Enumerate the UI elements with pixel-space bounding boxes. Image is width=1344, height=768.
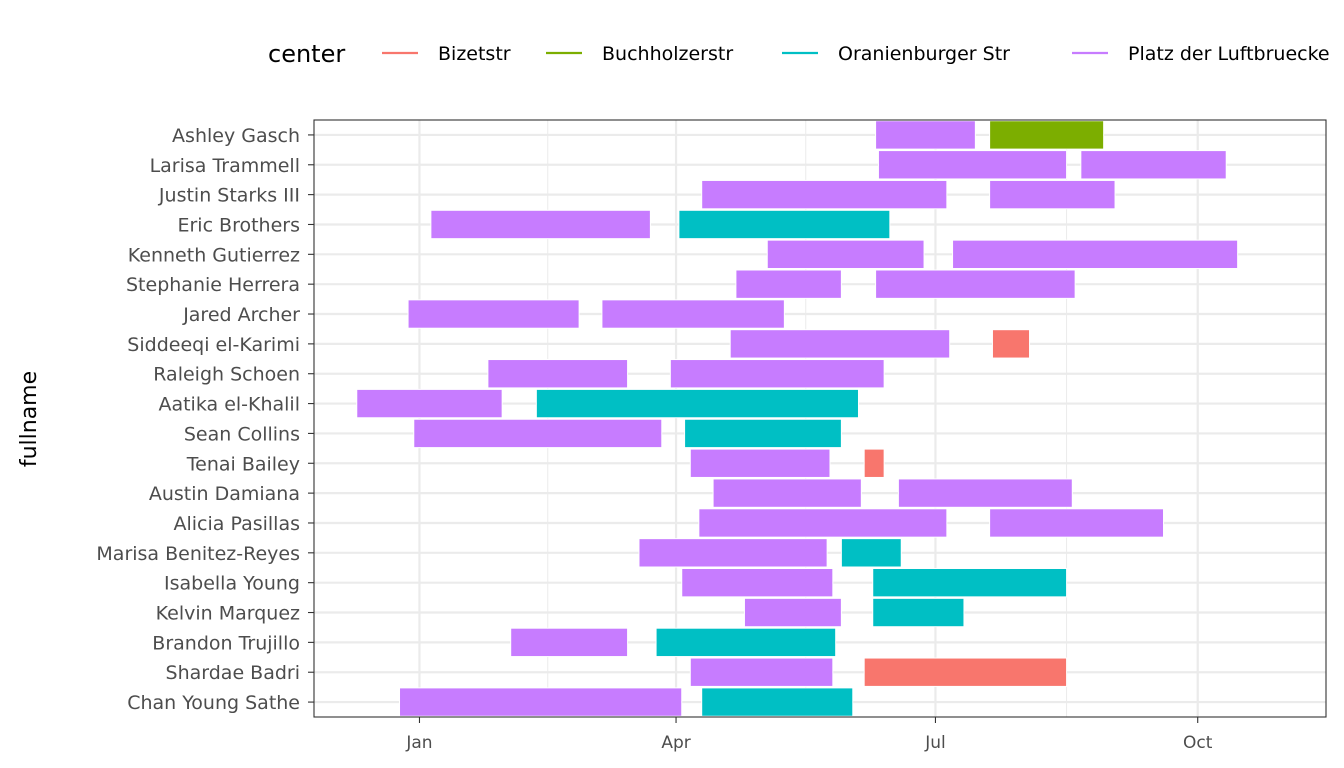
plot-border	[313, 119, 1327, 718]
y-tick-label: Raleigh Schoen	[153, 364, 300, 386]
task-bar-jared-archer	[407, 299, 580, 329]
y-axis-title: fullname	[17, 371, 42, 467]
y-tick-label: Kenneth Gutierrez	[128, 244, 300, 266]
task-bar-austin-damiana	[712, 478, 862, 508]
y-tick-label: Eric Brothers	[177, 214, 300, 236]
y-tick-label: Jared Archer	[182, 304, 300, 326]
legend-label: Buchholzerstr	[602, 43, 733, 65]
task-bar-raleigh-schoen	[669, 359, 885, 389]
y-tick-label: Kelvin Marquez	[156, 603, 300, 625]
y-tick-label: Alicia Pasillas	[174, 513, 301, 535]
plot-panel	[314, 120, 1326, 717]
task-bar-austin-damiana	[897, 478, 1073, 508]
task-bar-marisa-benitez-reyes	[840, 538, 902, 568]
task-bar-brandon-trujillo	[655, 627, 837, 658]
task-bar-siddeeqi-el-karimi	[991, 329, 1031, 359]
y-tick-label: Marisa Benitez-Reyes	[96, 543, 300, 565]
task-bar-justin-starks-iii	[701, 179, 948, 210]
task-bar-tenai-bailey	[689, 448, 831, 478]
x-tick-label: Oct	[1183, 733, 1213, 753]
legend-item-platz-der-luftbruecke: Platz der Luftbruecke	[1072, 43, 1330, 65]
legend-label: Oranienburger Str	[838, 43, 1010, 65]
task-bar-shardae-badri	[689, 657, 834, 687]
y-tick-label: Tenai Bailey	[186, 453, 300, 475]
task-bar-sean-collins	[413, 418, 663, 449]
task-bar-marisa-benitez-reyes	[638, 538, 828, 568]
task-bar-kenneth-gutierrez	[952, 239, 1239, 270]
y-tick-label: Aatika el-Khalil	[158, 394, 300, 416]
y-tick-label: Brandon Trujillo	[152, 632, 300, 654]
task-bar-kenneth-gutierrez	[766, 239, 925, 270]
legend: center Bizetstr Buchholzerstr Oranienburge…	[268, 40, 1330, 68]
y-tick-label: Ashley Gasch	[172, 125, 300, 147]
task-bar-larisa-trammell	[877, 150, 1068, 180]
task-bar-isabella-young	[872, 567, 1068, 598]
task-bar-stephanie-herrera	[875, 269, 1076, 299]
task-bar-kelvin-marquez	[872, 597, 965, 628]
y-tick-label: Chan Young Sathe	[127, 692, 300, 714]
x-tick-label: Jul	[924, 733, 946, 753]
x-tick-label: Jan	[405, 733, 432, 753]
task-bar-raleigh-schoen	[487, 359, 629, 389]
task-bar-larisa-trammell	[1080, 150, 1227, 180]
task-bar-brandon-trujillo	[510, 627, 629, 658]
task-bar-shardae-badri	[863, 657, 1068, 687]
task-bar-siddeeqi-el-karimi	[729, 329, 951, 359]
y-tick-label: Shardae Badri	[166, 662, 300, 684]
y-tick-label: Sean Collins	[184, 423, 300, 445]
legend-title: center	[268, 40, 345, 68]
task-bar-jared-archer	[601, 299, 785, 329]
task-bar-justin-starks-iii	[989, 179, 1116, 210]
task-bar-isabella-young	[681, 567, 834, 598]
x-tick-label: Apr	[661, 733, 690, 753]
task-bar-eric-brothers	[678, 209, 891, 240]
legend-item-bizetstr: Bizetstr	[382, 43, 511, 65]
y-tick-label: Larisa Trammell	[150, 155, 300, 177]
task-bar-sean-collins	[684, 418, 842, 449]
y-tick-label: Isabella Young	[164, 573, 300, 595]
task-bar-chan-young-sathe	[701, 687, 854, 717]
task-bar-chan-young-sathe	[399, 687, 683, 717]
task-bar-kelvin-marquez	[743, 597, 842, 628]
task-bar-tenai-bailey	[863, 448, 885, 478]
y-tick-label: Austin Damiana	[149, 483, 300, 505]
task-bar-eric-brothers	[430, 209, 651, 240]
legend-item-buchholzerstr: Buchholzerstr	[546, 43, 733, 65]
y-tick-label: Justin Starks III	[158, 185, 300, 207]
task-bar-aatika-el-khalil	[356, 388, 503, 419]
legend-label: Platz der Luftbruecke	[1128, 43, 1330, 65]
legend-item-oranienburger-str: Oranienburger Str	[782, 43, 1010, 65]
task-bar-alicia-pasillas	[698, 508, 948, 538]
y-tick-label: Siddeeqi el-Karimi	[127, 334, 300, 356]
task-bar-ashley-gasch	[989, 120, 1105, 150]
y-tick-label: Stephanie Herrera	[126, 274, 300, 296]
task-bar-stephanie-herrera	[735, 269, 842, 299]
task-bar-ashley-gasch	[875, 120, 976, 150]
task-bar-alicia-pasillas	[989, 508, 1165, 538]
legend-label: Bizetstr	[438, 43, 511, 65]
task-bar-aatika-el-khalil	[535, 388, 859, 419]
